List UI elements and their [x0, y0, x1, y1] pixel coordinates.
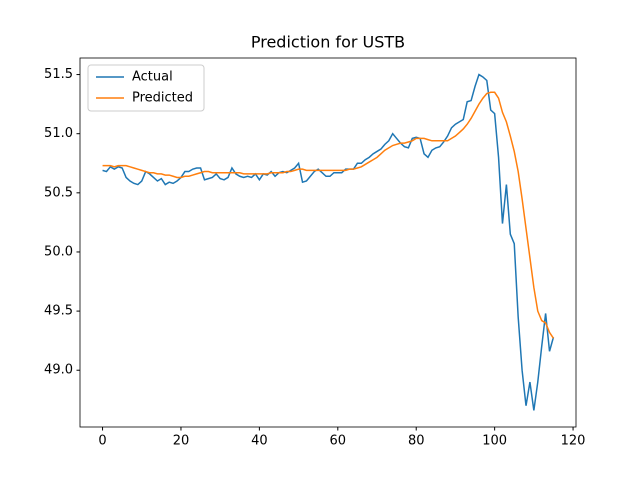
x-tick-label: 100: [482, 434, 507, 449]
y-tick-label: 49.5: [44, 304, 73, 319]
series-line: [102, 91, 555, 339]
x-tick-label: 80: [408, 434, 425, 449]
y-tick-label: 51.5: [44, 67, 73, 82]
y-tick-label: 50.0: [44, 244, 73, 259]
x-tick-label: 120: [561, 434, 586, 449]
y-tick-label: 50.5: [44, 185, 73, 200]
chart-title: Prediction for USTB: [251, 33, 405, 52]
legend-label: Actual: [132, 70, 173, 85]
x-tick-label: 0: [98, 434, 106, 449]
series-line: [102, 73, 555, 411]
y-tick-label: 49.0: [44, 363, 73, 378]
legend-label: Predicted: [132, 91, 193, 106]
plot-frame: [79, 57, 577, 428]
x-tick-label: 20: [173, 434, 190, 449]
y-tick-label: 51.0: [44, 126, 73, 141]
x-tick-label: 60: [330, 434, 347, 449]
x-tick-label: 40: [251, 434, 268, 449]
